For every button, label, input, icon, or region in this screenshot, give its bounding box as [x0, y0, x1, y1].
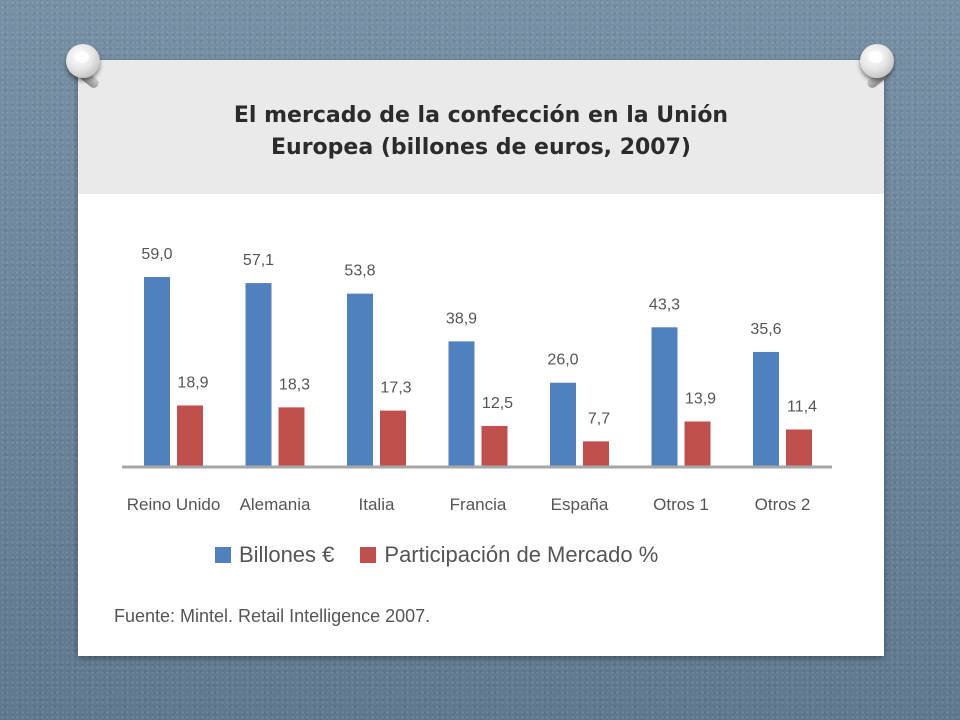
bar-billones: [144, 277, 170, 466]
data-label: 26,0: [547, 352, 578, 369]
data-label: 13,9: [685, 390, 716, 407]
legend-item-billones: Billones €: [215, 542, 334, 568]
bar-participacion: [786, 429, 812, 466]
data-label: 59,0: [141, 246, 172, 263]
title-line-2: Europea (billones de euros, 2007): [271, 135, 691, 160]
data-label: 17,3: [380, 380, 411, 397]
category-label: Francia: [450, 495, 507, 514]
title-band: El mercado de la confección en la Unión …: [78, 60, 884, 194]
category-label: Reino Unido: [127, 495, 221, 514]
data-label: 53,8: [344, 263, 375, 280]
bar-participacion: [177, 405, 203, 466]
chart-legend: Billones € Participación de Mercado %: [215, 540, 684, 570]
category-label: España: [551, 495, 609, 514]
bar-participacion: [583, 441, 609, 466]
pushpin-icon: [66, 44, 100, 78]
category-label: Alemania: [240, 495, 311, 514]
data-label: 43,3: [649, 296, 680, 313]
legend-swatch-billones: [215, 547, 231, 563]
legend-item-participacion: Participación de Mercado %: [360, 542, 658, 568]
pushpin-icon: [860, 44, 894, 78]
data-label: 18,9: [177, 374, 208, 391]
data-label: 38,9: [446, 310, 477, 327]
data-label: 35,6: [750, 321, 781, 338]
title-line-1: El mercado de la confección en la Unión: [233, 103, 729, 128]
data-label: 18,3: [279, 376, 310, 393]
legend-swatch-participacion: [360, 547, 377, 563]
bar-billones: [245, 283, 272, 466]
bar-billones: [753, 351, 779, 466]
source-note: Fuente: Mintel. Retail Intelligence 2007…: [114, 606, 431, 626]
bar-participacion: [481, 425, 508, 466]
legend-label-participacion: Participación de Mercado %: [384, 542, 659, 567]
bar-billones: [550, 382, 576, 466]
slide-title: El mercado de la confección en la Unión …: [78, 100, 884, 164]
bar-participacion: [380, 410, 406, 466]
legend-label-billones: Billones €: [239, 542, 335, 567]
data-label: 7,7: [588, 410, 610, 427]
bar-participacion: [684, 421, 711, 466]
category-label: Otros 2: [755, 495, 811, 514]
category-label: Otros 1: [653, 495, 709, 514]
slide-card: El mercado de la confección en la Unión …: [78, 60, 884, 656]
data-label: 57,1: [243, 252, 274, 269]
bar-participacion: [278, 407, 305, 466]
bar-billones: [651, 327, 678, 466]
category-label: Italia: [359, 495, 395, 514]
bar-billones: [448, 341, 475, 466]
bar-billones: [347, 293, 373, 466]
data-label: 12,5: [482, 395, 513, 412]
data-label: 11,4: [787, 398, 817, 415]
